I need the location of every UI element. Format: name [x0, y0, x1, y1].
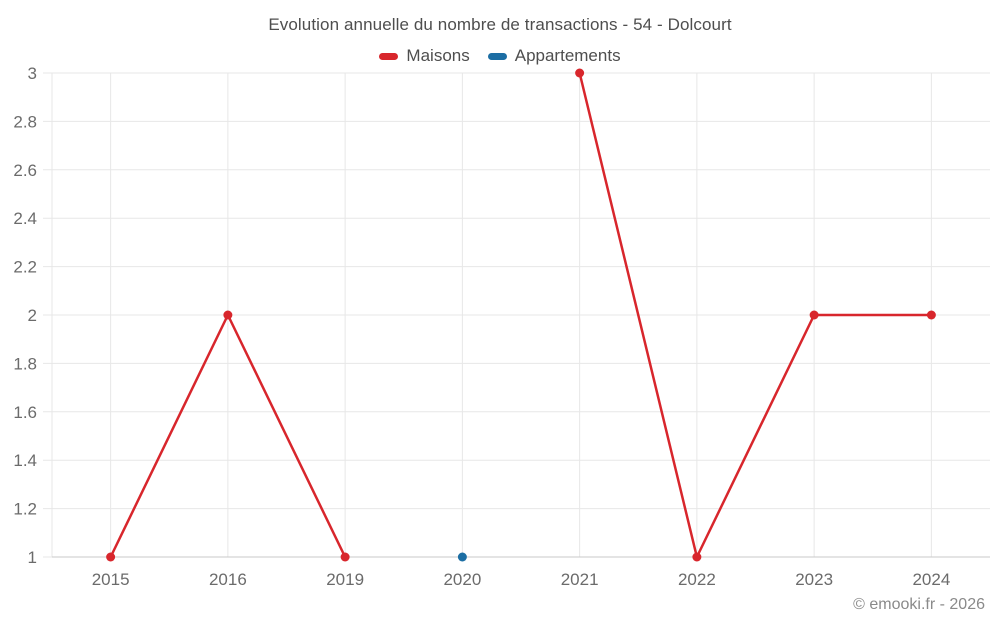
series-line-maisons	[578, 71, 933, 559]
data-point-maisons-2022[interactable]	[692, 552, 702, 562]
legend-item-appartements[interactable]: Appartements	[487, 46, 621, 66]
data-point-appartements-2020[interactable]	[457, 552, 467, 562]
chart-title: Evolution annuelle du nombre de transact…	[268, 15, 732, 34]
y-tick-label: 2.8	[13, 112, 37, 131]
legend-label-appartements: Appartements	[514, 46, 621, 65]
x-tick-label: 2021	[561, 570, 599, 589]
x-tick-label: 2016	[209, 570, 247, 589]
data-point-maisons-2016[interactable]	[223, 310, 233, 320]
y-tick-label: 2	[28, 306, 37, 325]
x-tick-label: 2019	[326, 570, 364, 589]
y-tick-label: 1	[28, 548, 37, 567]
y-tick-label: 1.4	[13, 451, 37, 470]
maisons-swatch-icon	[379, 52, 399, 60]
x-tick-label: 2023	[795, 570, 833, 589]
legend: Maisons Appartements	[0, 46, 1000, 66]
y-tick-label: 2.4	[13, 209, 37, 228]
x-tick-label: 2020	[443, 570, 481, 589]
data-point-maisons-2023[interactable]	[809, 310, 819, 320]
data-point-maisons-2021[interactable]	[575, 68, 585, 78]
y-tick-label: 2.2	[13, 258, 37, 277]
y-tick-label: 1.6	[13, 403, 37, 422]
y-tick-label: 2.6	[13, 161, 37, 180]
x-tick-label: 2015	[92, 570, 130, 589]
data-point-maisons-2015[interactable]	[106, 552, 116, 562]
y-tick-label: 3	[28, 64, 37, 83]
appartements-swatch-icon	[487, 52, 507, 60]
data-point-maisons-2019[interactable]	[340, 552, 350, 562]
x-tick-label: 2024	[912, 570, 950, 589]
y-tick-label: 1.2	[13, 500, 37, 519]
x-tick-label: 2022	[678, 570, 716, 589]
legend-item-maisons[interactable]: Maisons	[379, 46, 470, 66]
copyright-text: © emooki.fr - 2026	[853, 596, 985, 613]
legend-label-maisons: Maisons	[406, 46, 470, 65]
data-point-maisons-2024[interactable]	[926, 310, 936, 320]
y-tick-label: 1.8	[13, 354, 37, 373]
